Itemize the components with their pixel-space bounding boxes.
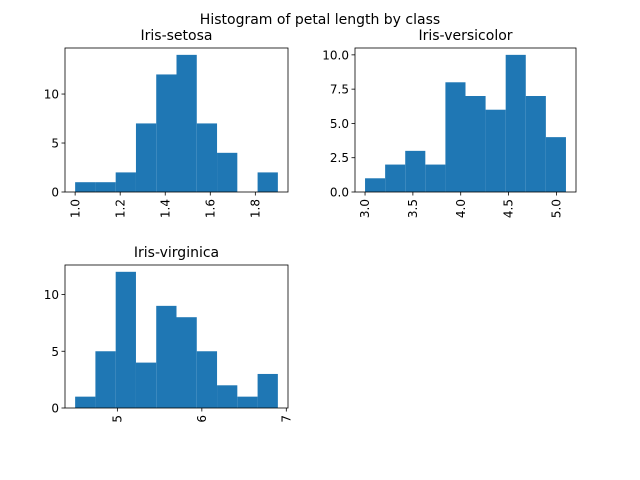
- bar-1-1: [385, 164, 406, 192]
- bar-1-0: [365, 178, 386, 192]
- bar-2-2: [115, 271, 136, 408]
- axes-frame-2: [64, 264, 289, 409]
- bar-2-3: [135, 362, 157, 408]
- bar-1-4: [445, 82, 466, 192]
- ytick-label-2-2: 10: [44, 288, 59, 302]
- bar-1-5: [465, 96, 486, 192]
- xtick-label-0-2: 1.4: [158, 199, 172, 218]
- bar-0-9: [257, 172, 278, 192]
- subplot-title-1: Iris-versicolor: [418, 28, 512, 44]
- bar-0-0: [75, 182, 96, 192]
- xtick-label-0-4: 1.8: [249, 199, 263, 218]
- bar-0-5: [176, 54, 197, 192]
- bar-2-4: [156, 305, 177, 408]
- xtick-label-2-0: 5: [111, 415, 125, 423]
- xtick-label-0-1: 1.2: [113, 199, 127, 218]
- bar-1-9: [545, 137, 566, 192]
- xtick-label-1-0: 3.0: [358, 199, 372, 218]
- figure-title: Histogram of petal length by class: [200, 12, 440, 28]
- ytick-label-0-1: 5: [51, 137, 59, 151]
- bar-0-1: [95, 182, 116, 192]
- bar-2-6: [196, 351, 218, 408]
- ytick-label-2-0: 0: [51, 402, 59, 416]
- subplot-title-2: Iris-virginica: [134, 245, 219, 261]
- bar-1-3: [425, 164, 446, 192]
- bar-2-1: [95, 351, 116, 408]
- bar-0-3: [135, 123, 157, 192]
- ytick-label-1-2: 5.0: [330, 117, 349, 131]
- bar-2-0: [75, 396, 96, 408]
- ytick-label-1-3: 7.5: [330, 83, 349, 97]
- bar-0-6: [196, 123, 218, 192]
- bar-2-5: [176, 317, 197, 408]
- ytick-label-1-1: 2.5: [330, 151, 349, 165]
- ytick-label-1-0: 0.0: [330, 186, 349, 200]
- xtick-label-2-2: 7: [280, 415, 294, 423]
- xtick-label-1-2: 4.0: [454, 199, 468, 218]
- xtick-label-0-0: 1.0: [68, 199, 82, 218]
- bar-0-4: [156, 74, 177, 192]
- ytick-label-2-1: 5: [51, 345, 59, 359]
- panel-1: Iris-versicolor 0.0 2.5 5.0 7.5 10.0 3.0 3.5 4.0…: [322, 28, 577, 218]
- xtick-label-0-3: 1.6: [203, 199, 217, 218]
- bar-1-8: [525, 96, 546, 192]
- bar-2-9: [257, 373, 278, 408]
- bar-1-6: [485, 109, 506, 192]
- ytick-label-1-4: 10.0: [322, 48, 349, 62]
- axes-frame-0: [64, 47, 289, 193]
- panel-2: Iris-virginica 0 5 10 5 6 7: [44, 245, 294, 423]
- bar-1-7: [505, 54, 526, 192]
- ytick-label-0-2: 10: [44, 88, 59, 102]
- axes-frame-1: [354, 47, 577, 193]
- bar-0-7: [217, 152, 238, 192]
- xtick-label-1-3: 4.5: [502, 199, 516, 218]
- bar-2-8: [237, 396, 258, 408]
- bar-2-7: [217, 385, 238, 408]
- xtick-label-1-4: 5.0: [550, 199, 564, 218]
- bar-0-2: [115, 172, 136, 192]
- xtick-label-2-1: 6: [195, 415, 209, 423]
- xtick-label-1-1: 3.5: [406, 199, 420, 218]
- ytick-label-0-0: 0: [51, 186, 59, 200]
- panel-0: Iris-setosa 0 5 10 1.0 1.2 1.4 1.6 1.8: [44, 28, 289, 218]
- subplot-title-0: Iris-setosa: [141, 28, 213, 44]
- bar-1-2: [405, 150, 426, 192]
